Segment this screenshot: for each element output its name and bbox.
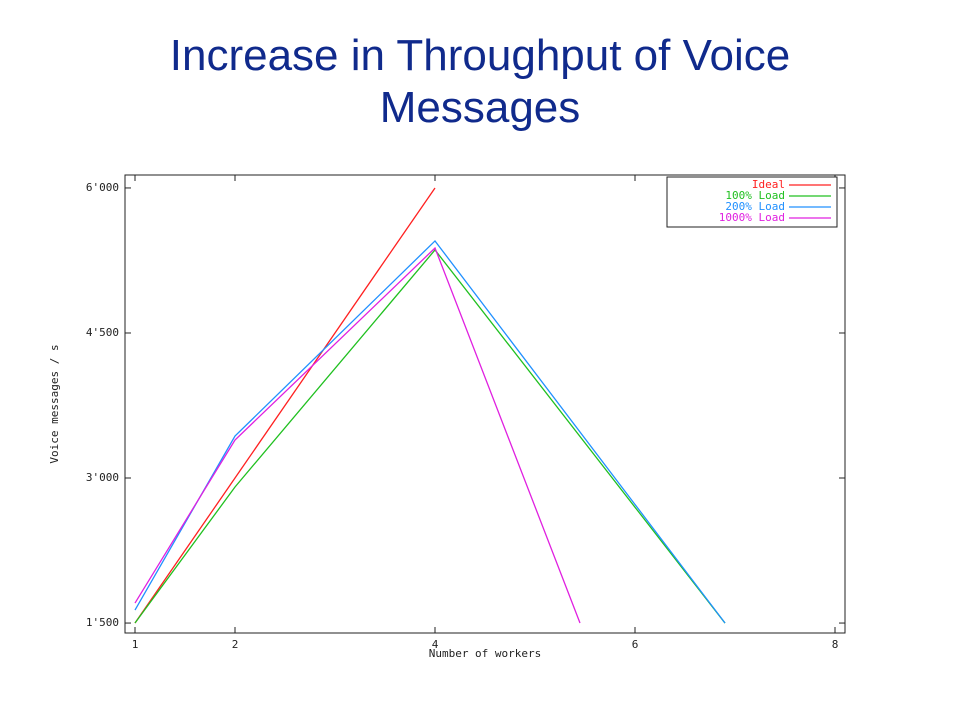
series-line [134, 248, 726, 624]
y-tick-label: 1'500 [86, 616, 119, 629]
y-tick-label: 4'500 [86, 326, 119, 339]
slide-title: Increase in Throughput of Voice Messages [169, 31, 791, 132]
plot-frame [124, 174, 846, 634]
legend-label: 200% Load [725, 200, 785, 213]
series-line [134, 187, 436, 624]
series-line [134, 246, 581, 624]
y-axis-label: Voice messages / s [48, 344, 61, 463]
x-tick-label: 8 [832, 638, 839, 651]
x-tick-label: 6 [632, 638, 639, 651]
y-tick-label: 3'000 [86, 471, 119, 484]
legend-label: 100% Load [725, 189, 785, 202]
x-tick-label: 2 [232, 638, 239, 651]
legend-label: Ideal [752, 178, 785, 191]
y-tick-label: 6'000 [86, 181, 119, 194]
x-tick-label: 4 [432, 638, 439, 651]
legend-label: 1000% Load [719, 211, 785, 224]
x-tick-label: 1 [132, 638, 139, 651]
series-line [134, 239, 726, 624]
x-axis-label: Number of workers [429, 647, 542, 660]
